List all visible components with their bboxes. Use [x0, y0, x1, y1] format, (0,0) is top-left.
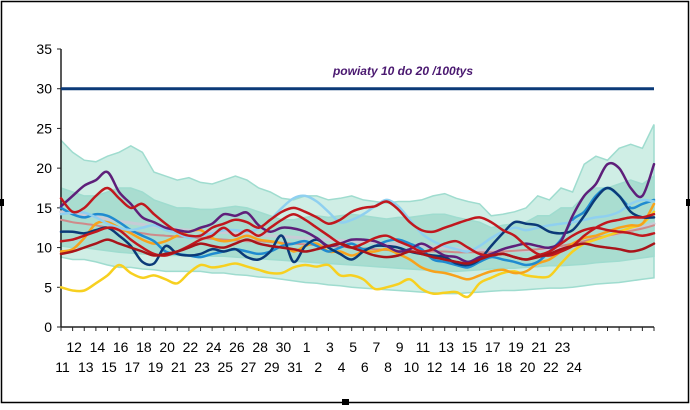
y-tick-label: 15 [36, 200, 52, 216]
x-tick-label-top: 13 [438, 339, 454, 355]
x-tick-label-top: 5 [349, 339, 357, 355]
series-line-8 [59, 161, 656, 264]
x-tick-label-bottom: 2 [314, 359, 322, 375]
x-tick-label-bottom: 11 [55, 359, 70, 375]
edge-mark-left [0, 199, 4, 206]
series-line-11 [59, 238, 656, 265]
x-tick-label-top: 26 [229, 339, 245, 355]
y-tick-label: 35 [36, 41, 52, 57]
x-tick-label-bottom: 6 [361, 359, 369, 375]
x-tick-label-bottom: 27 [241, 359, 257, 375]
x-tick-label-top: 3 [326, 339, 334, 355]
y-tick-label: 0 [44, 319, 52, 335]
x-tick-label-top: 17 [485, 339, 501, 355]
x-tick-label-bottom: 8 [384, 359, 392, 375]
x-tick-label-bottom: 24 [566, 359, 582, 375]
x-tick-label-bottom: 29 [264, 359, 280, 375]
x-tick-label-bottom: 18 [497, 359, 513, 375]
x-tick-label-bottom: 15 [101, 359, 117, 375]
x-tick-label-top: 23 [555, 339, 571, 355]
edge-mark-bottom [342, 399, 349, 405]
x-tick-label-top: 24 [206, 339, 222, 355]
x-tick-label-bottom: 17 [124, 359, 140, 375]
y-tick-labels: 0 5 10 15 20 25 30 35 [36, 41, 52, 335]
x-tick-label-bottom: 16 [473, 359, 489, 375]
x-tick-label-top: 28 [252, 339, 268, 355]
series-line-4 [59, 202, 656, 281]
x-tick-label-top: 30 [276, 339, 292, 355]
y-tick-label: 30 [36, 81, 52, 97]
x-tick-label-bottom: 21 [171, 359, 187, 375]
x-tick-label-bottom: 25 [217, 359, 233, 375]
series-line-3 [59, 210, 656, 299]
x-tick-label-bottom: 10 [404, 359, 420, 375]
x-tick-label-bottom: 12 [427, 359, 443, 375]
x-tick-label-bottom: 4 [338, 359, 346, 375]
x-tick-label-bottom: 19 [148, 359, 164, 375]
x-tick-label-top: 14 [90, 339, 106, 355]
x-tick-label-top: 12 [66, 339, 82, 355]
x-tick-label-bottom: 31 [287, 359, 303, 375]
y-tick-label: 5 [44, 279, 52, 295]
x-tick-label-top: 20 [159, 339, 175, 355]
x-tick-label-top: 19 [508, 339, 524, 355]
series-lines [59, 161, 656, 299]
x-tick-label-top: 21 [531, 339, 547, 355]
series-line-6 [59, 194, 656, 253]
x-tick-label-bottom: 22 [543, 359, 559, 375]
x-tick-label-bottom: 14 [450, 359, 466, 375]
chart-annotation: powiaty 10 do 20 /100tys [332, 64, 473, 78]
x-tick-label-top: 15 [462, 339, 478, 355]
edge-mark-right [686, 199, 690, 206]
y-tick-label: 10 [36, 240, 52, 256]
x-tick-label-bottom: 23 [194, 359, 210, 375]
x-tick-labels: 12 14 16 18 20 22 24 26 28 30 1 3 5 7 9 11 13 15 17 19 21 231… [55, 339, 582, 375]
axes [57, 48, 655, 331]
x-tick-label-bottom: 13 [78, 359, 94, 375]
x-tick-label-top: 1 [303, 339, 311, 355]
y-tick-label: 20 [36, 160, 52, 176]
x-tick-label-top: 7 [373, 339, 381, 355]
x-tick-label-top: 18 [136, 339, 152, 355]
x-tick-label-top: 11 [416, 339, 431, 355]
x-tick-label-top: 16 [113, 339, 129, 355]
x-tick-label-top: 9 [396, 339, 404, 355]
x-tick-label-bottom: 20 [520, 359, 536, 375]
y-tick-label: 25 [36, 120, 52, 136]
series-line-9 [59, 186, 656, 257]
x-tick-label-top: 22 [183, 339, 199, 355]
